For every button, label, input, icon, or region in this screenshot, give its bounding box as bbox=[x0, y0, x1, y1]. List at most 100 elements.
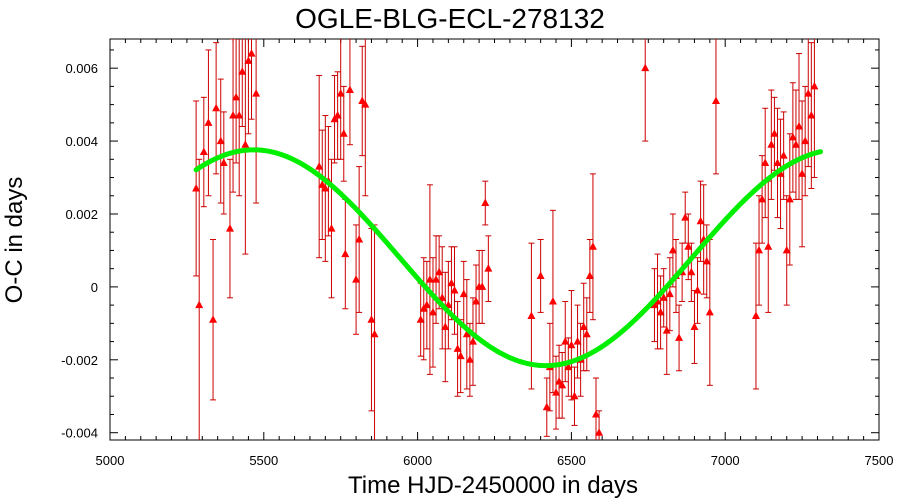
data-point bbox=[465, 322, 474, 397]
triangle-marker bbox=[447, 278, 456, 287]
data-point bbox=[779, 111, 788, 200]
data-point bbox=[199, 96, 208, 208]
triangle-marker bbox=[785, 194, 794, 203]
triangle-marker bbox=[367, 315, 376, 323]
triangle-marker bbox=[212, 103, 221, 112]
triangle-marker bbox=[235, 111, 244, 119]
triangle-marker bbox=[761, 158, 770, 166]
data-point bbox=[773, 107, 782, 219]
x-tick-label: 6000 bbox=[403, 453, 432, 468]
data-point bbox=[462, 279, 471, 390]
data-point bbox=[339, 85, 348, 182]
data-point bbox=[767, 89, 776, 200]
triangle-marker bbox=[478, 282, 487, 290]
triangle-marker bbox=[327, 224, 336, 232]
triangle-marker bbox=[536, 271, 545, 279]
triangle-marker bbox=[432, 275, 441, 283]
triangle-marker bbox=[662, 326, 671, 334]
triangle-marker bbox=[358, 96, 367, 104]
triangle-marker bbox=[570, 391, 579, 400]
triangle-marker bbox=[416, 315, 425, 323]
triangle-marker bbox=[465, 355, 474, 363]
triangle-marker bbox=[779, 151, 788, 159]
triangle-marker bbox=[456, 351, 465, 360]
triangle-marker bbox=[229, 111, 238, 119]
triangle-marker bbox=[810, 81, 819, 90]
triangle-marker bbox=[696, 216, 705, 225]
triangle-marker bbox=[582, 329, 591, 338]
triangle-marker bbox=[702, 256, 711, 265]
data-point bbox=[204, 49, 213, 197]
data-point bbox=[776, 118, 785, 230]
data-point bbox=[209, 239, 218, 401]
triangle-marker bbox=[579, 322, 588, 330]
triangle-marker bbox=[804, 89, 813, 97]
triangle-marker bbox=[561, 337, 570, 345]
fit-curve-layer bbox=[193, 147, 824, 369]
triangle-marker bbox=[791, 140, 800, 148]
data-point bbox=[478, 249, 487, 324]
data-point bbox=[459, 260, 468, 328]
data-point bbox=[441, 271, 450, 383]
triangle-marker bbox=[318, 180, 327, 188]
data-point bbox=[484, 235, 493, 302]
y-axis-ticks: -0.004 -0.002 0 0.002 0.004 0.006 bbox=[61, 61, 879, 441]
triangle-marker bbox=[333, 111, 342, 119]
triangle-marker bbox=[209, 315, 218, 323]
data-point bbox=[238, 39, 247, 127]
data-point bbox=[225, 158, 234, 299]
triangle-marker bbox=[216, 136, 225, 145]
triangle-marker bbox=[219, 158, 228, 166]
data-point bbox=[801, 85, 810, 197]
triangle-marker bbox=[776, 169, 785, 177]
data-point bbox=[791, 89, 800, 200]
data-point bbox=[241, 39, 250, 255]
triangle-marker bbox=[450, 286, 459, 294]
data-point bbox=[770, 96, 779, 171]
triangle-marker bbox=[321, 183, 330, 192]
y-tick-label: 0 bbox=[91, 280, 98, 295]
data-point bbox=[422, 260, 431, 350]
data-point bbox=[341, 198, 350, 310]
data-point bbox=[785, 133, 794, 266]
plot-frame bbox=[109, 38, 880, 441]
triangle-marker bbox=[361, 100, 370, 108]
triangle-marker bbox=[435, 267, 444, 276]
triangle-marker bbox=[341, 249, 350, 258]
triangle-marker bbox=[345, 85, 354, 94]
triangle-marker bbox=[588, 242, 597, 250]
data-point bbox=[216, 78, 225, 204]
x-tick-label: 6500 bbox=[557, 453, 586, 468]
triangle-marker bbox=[653, 296, 662, 305]
data-point bbox=[687, 242, 696, 302]
data-point bbox=[336, 39, 345, 160]
data-point bbox=[355, 166, 364, 313]
data-point bbox=[542, 377, 551, 437]
triangle-marker bbox=[468, 337, 477, 345]
triangle-marker bbox=[453, 344, 462, 352]
data-point bbox=[561, 300, 570, 383]
x-axis-ticks: 5000 5500 6000 6500 7000 7500 bbox=[96, 39, 893, 468]
data-point bbox=[361, 39, 370, 197]
triangle-marker bbox=[241, 140, 250, 148]
triangle-marker bbox=[751, 311, 760, 320]
triangle-marker bbox=[801, 136, 810, 145]
data-point bbox=[807, 42, 816, 189]
data-point bbox=[675, 304, 684, 372]
triangle-marker bbox=[668, 245, 677, 254]
triangle-marker bbox=[195, 300, 204, 309]
data-point bbox=[588, 173, 597, 321]
data-point bbox=[555, 344, 564, 419]
data-point bbox=[681, 191, 690, 244]
data-point bbox=[711, 39, 720, 175]
y-axis-label: O-C in days bbox=[1, 177, 28, 304]
data-point bbox=[247, 39, 256, 120]
data-point bbox=[425, 184, 434, 375]
x-tick-label: 5500 bbox=[249, 453, 278, 468]
triangle-marker bbox=[767, 140, 776, 148]
data-point bbox=[567, 290, 576, 401]
triangle-marker bbox=[542, 402, 551, 411]
data-point bbox=[782, 195, 791, 306]
triangle-marker bbox=[339, 129, 348, 137]
triangle-marker bbox=[225, 224, 234, 232]
